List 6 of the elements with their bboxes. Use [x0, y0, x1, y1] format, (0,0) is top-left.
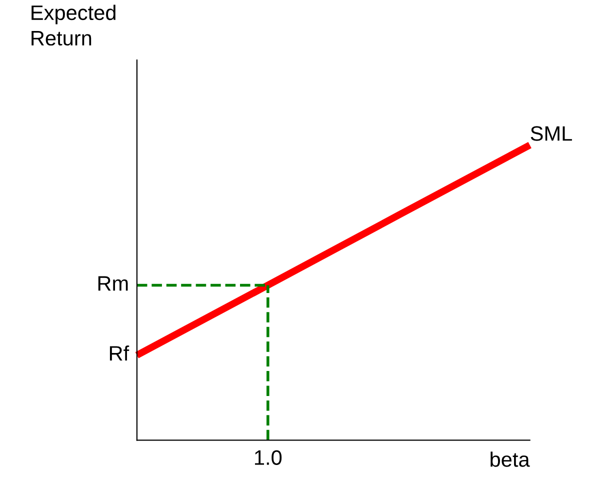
- text: 1.0: [255, 450, 282, 465]
- series-label: SML: [530, 126, 572, 141]
- x-axis-title: beta: [490, 452, 530, 467]
- ref-line-label: Rm: [98, 276, 128, 291]
- y-axis-title: Expected Return: [32, 4, 116, 46]
- text: Rf: [110, 345, 130, 361]
